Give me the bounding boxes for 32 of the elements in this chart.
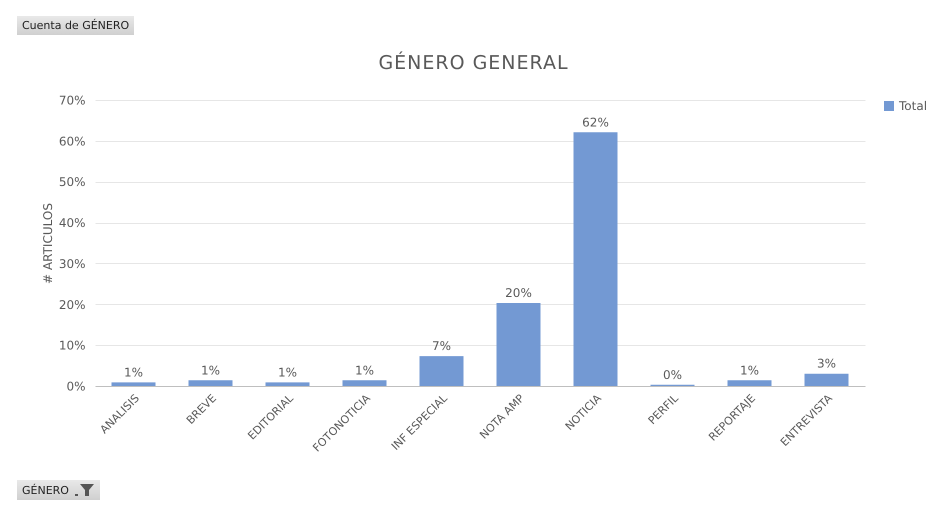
bar bbox=[112, 382, 156, 386]
data-label: 3% bbox=[816, 356, 836, 371]
bar bbox=[496, 303, 540, 386]
bar bbox=[188, 380, 232, 386]
bar bbox=[342, 380, 386, 386]
y-tick-label: 30% bbox=[58, 256, 86, 271]
y-tick-label: 60% bbox=[58, 134, 86, 148]
y-axis-title: # ARTICULOS bbox=[40, 203, 55, 284]
data-label: 1% bbox=[354, 363, 374, 378]
y-tick-label: 20% bbox=[58, 298, 86, 312]
data-label: 1% bbox=[200, 363, 220, 378]
bar bbox=[574, 132, 618, 386]
chart-title: GÉNERO GENERAL bbox=[377, 52, 570, 74]
bar bbox=[266, 382, 310, 386]
data-label: 62% bbox=[582, 115, 609, 130]
data-label: 1% bbox=[124, 365, 144, 380]
bar bbox=[420, 356, 464, 386]
bar bbox=[804, 374, 848, 386]
legend-label: Total bbox=[898, 99, 928, 113]
y-tick-label: 50% bbox=[58, 175, 86, 190]
data-label: 0% bbox=[662, 368, 682, 382]
y-tick-label: 0% bbox=[66, 380, 86, 394]
data-label: 20% bbox=[505, 286, 532, 300]
data-label: 1% bbox=[278, 365, 298, 380]
data-label: 1% bbox=[740, 363, 760, 378]
y-tick-label: 40% bbox=[58, 216, 86, 230]
y-tick-label: 70% bbox=[58, 94, 86, 108]
text: Cuenta de GÉNERO bbox=[22, 19, 130, 32]
bar bbox=[728, 380, 772, 386]
data-label: 7% bbox=[432, 339, 452, 354]
y-tick-label: 10% bbox=[58, 338, 86, 353]
text: GÉNERO bbox=[22, 484, 69, 496]
